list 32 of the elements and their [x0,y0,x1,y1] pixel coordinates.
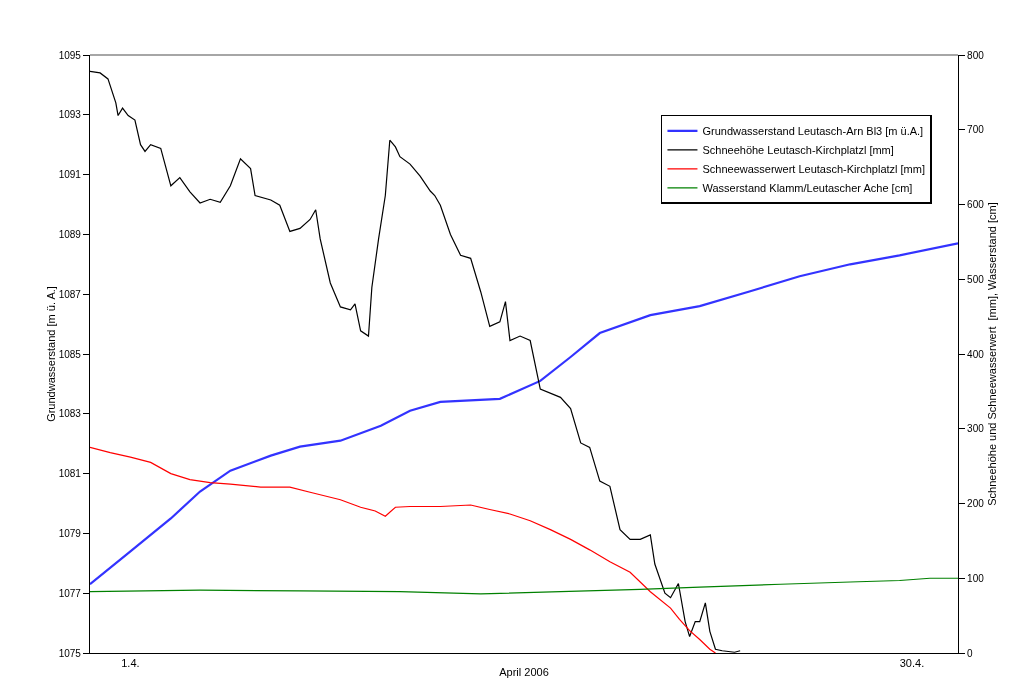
y2-tick-label: 600 [967,199,985,210]
y-tick-label: 1087 [58,288,82,300]
x-tick-label: 30.4. [899,657,925,670]
y-tick-label: 1089 [58,228,82,240]
y2-tick-label: 0 [967,647,974,659]
y-axis-title: Grundwasserstand [m ü. A.] [44,286,57,422]
y2-tick-label: 400 [967,348,985,360]
legend-label: Schneewasserwert Leutasch-Kirchplatzl [mm] [702,163,925,176]
y-tick-label: 1083 [58,408,82,420]
x-axis-title: April 2006 [499,666,549,679]
legend-label: Wasserstand Klamm/Leutascher Ache [cm] [702,182,913,195]
legend-label: Grundwasserstand Leutasch-Arn Bl3 [m ü.A.] [702,125,924,138]
y2-axis-title: Schneehöhe und Schneewasserwert [mm], Wasserstand [cm] [986,202,999,506]
y-tick-label: 1081 [58,468,82,480]
y2-tick-label: 200 [967,498,985,509]
y-tick-label: 1075 [58,647,82,659]
y2-tick-label: 700 [967,124,985,136]
legend-label: Schneehöhe Leutasch-Kirchplatzl [mm] [702,144,894,157]
y-tick-label: 1079 [58,527,82,539]
y-tick-label: 1095 [58,49,82,61]
y-tick-label: 1085 [58,348,82,360]
y2-tick-label: 500 [967,273,985,285]
y-tick-label: 1091 [58,169,82,181]
y-tick-label: 1077 [58,587,82,599]
line-series [90,446,717,653]
x-tick-label: 1.4. [121,657,140,670]
y2-tick-label: 100 [967,572,985,584]
line-series [90,242,958,586]
line-series [90,577,958,595]
y2-tick-label: 300 [967,423,985,435]
y-tick-label: 1093 [58,109,82,121]
y2-tick-label: 800 [967,49,985,61]
